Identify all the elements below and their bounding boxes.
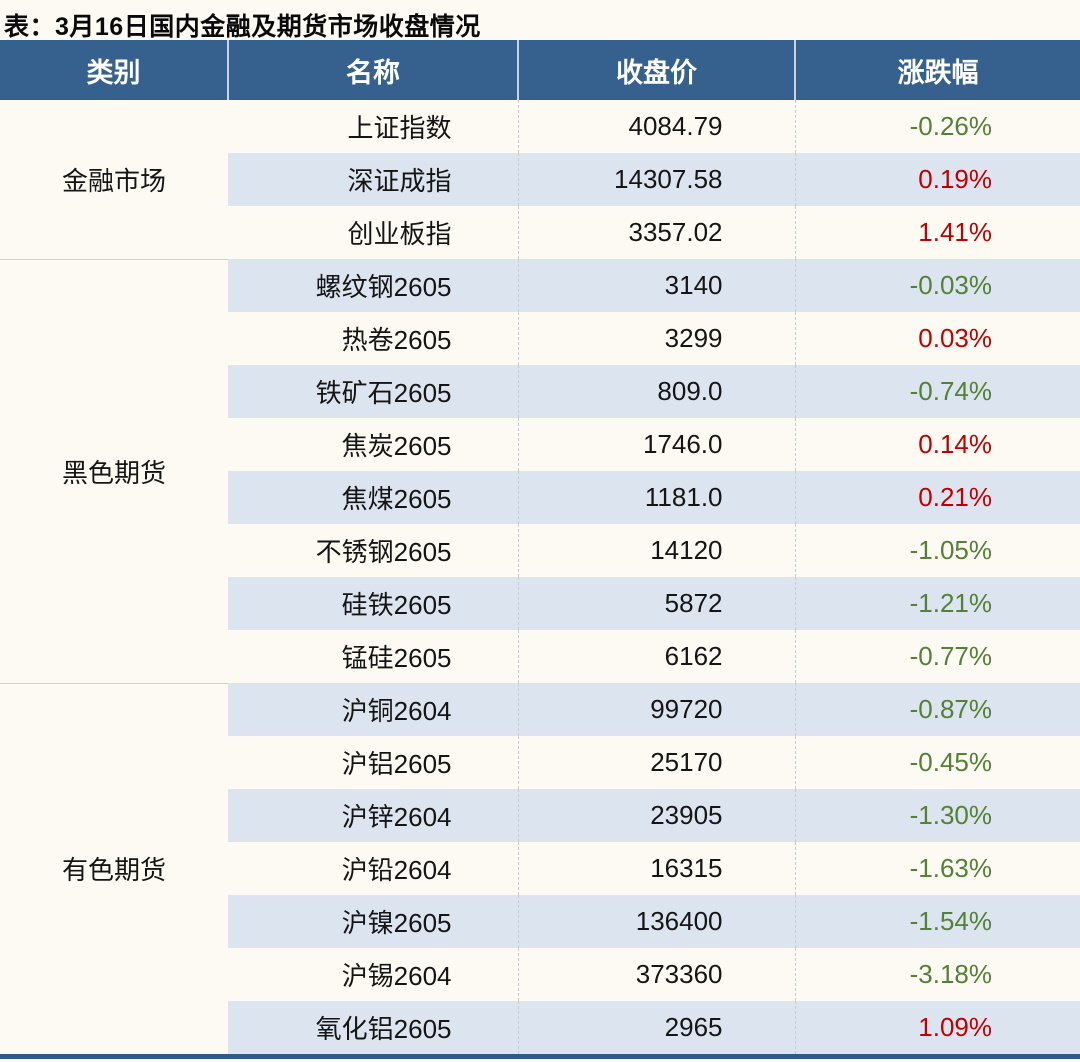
name-cell: 焦煤2605 — [228, 471, 518, 524]
table-body: 金融市场 上证指数 4084.79 -0.26% 深证成指 14307.58 0.19% 创业… — [0, 100, 1080, 1054]
name-cell: 创业板指 — [347, 219, 452, 249]
table-row: 有色期货 沪铜2604 99720 -0.87% — [0, 682, 1080, 1054]
change-cell: -1.05% — [794, 524, 1080, 577]
table-row: 硅铁2605 5872 -1.21% — [0, 577, 1080, 630]
change-cell: -1.30% — [794, 789, 1080, 842]
change-cell: -0.87% — [794, 683, 1080, 736]
name-cell: 沪锌2604 — [228, 789, 518, 842]
close-cell: 1181.0 — [517, 471, 795, 524]
table-row: 铁矿石2605 809.0 -0.74% — [0, 365, 1080, 418]
name-cell: 深证成指 — [228, 153, 518, 206]
name-cell: 沪铅2604 — [341, 855, 452, 885]
change-cell: 1.09% — [794, 1001, 1080, 1054]
close-cell: 14307.58 — [517, 153, 795, 206]
col-header-close: 收盘价 — [517, 40, 795, 100]
change-cell: -0.77% — [794, 630, 1080, 683]
table-row: 金融市场 上证指数 4084.79 -0.26% — [0, 100, 1080, 259]
table-row: 沪锡2604 373360 -3.18% — [0, 948, 1080, 1001]
name-cell: 铁矿石2605 — [228, 365, 518, 418]
table-row: 不锈钢2605 14120 -1.05% — [0, 524, 1080, 577]
bottom-accent-bar — [0, 1054, 1080, 1059]
change-cell: -1.63% — [794, 842, 1080, 895]
change-cell: -0.74% — [794, 365, 1080, 418]
table-row: 沪铅2604 16315 -1.63% — [0, 842, 1080, 895]
close-cell: 136400 — [517, 895, 795, 948]
change-cell: 1.41% — [794, 206, 1080, 259]
change-cell: -1.21% — [794, 577, 1080, 630]
name-cell: 上证指数 — [347, 113, 452, 143]
change-cell: 0.21% — [794, 471, 1080, 524]
close-cell: 373360 — [517, 948, 795, 1001]
page-title: 表：3月16日国内金融及期货市场收盘情况 — [4, 13, 481, 41]
close-cell: 6162 — [517, 630, 795, 683]
category-cell: 有色期货 — [0, 682, 228, 1054]
name-cell: 硅铁2605 — [228, 577, 518, 630]
header-row: 类别 名称 收盘价 涨跌幅 — [0, 40, 1080, 100]
table-row: 沪锌2604 23905 -1.30% — [0, 789, 1080, 842]
change-cell: 0.03% — [794, 312, 1080, 365]
change-cell: -0.45% — [794, 736, 1080, 789]
name-cell: 沪镍2605 — [228, 895, 518, 948]
table-row: 沪铝2605 25170 -0.45% — [0, 736, 1080, 789]
change-cell: 0.19% — [794, 153, 1080, 206]
category-cell: 金融市场 — [0, 100, 228, 259]
table-row: 氧化铝2605 2965 1.09% — [0, 1001, 1080, 1054]
name-cell: 螺纹钢2605 — [228, 259, 518, 312]
close-cell: 23905 — [517, 789, 795, 842]
name-cell: 不锈钢2605 — [315, 537, 452, 567]
name-cell: 沪铜2604 — [228, 683, 518, 736]
change-cell: 0.14% — [794, 418, 1080, 471]
table-row: 沪镍2605 136400 -1.54% — [0, 895, 1080, 948]
table-row: 锰硅2605 6162 -0.77% — [0, 630, 1080, 683]
close-cell: 3140 — [517, 259, 795, 312]
close-cell: 3357.02 — [517, 206, 795, 259]
table-row: 焦炭2605 1746.0 0.14% — [0, 418, 1080, 471]
col-header-change: 涨跌幅 — [794, 40, 1080, 100]
change-cell: -0.26% — [794, 100, 1080, 153]
change-cell: -1.54% — [794, 895, 1080, 948]
change-cell: -0.03% — [794, 259, 1080, 312]
table-row: 黑色期货 螺纹钢2605 3140 -0.03% — [0, 258, 1080, 683]
table-row: 创业板指 3357.02 1.41% — [0, 206, 1080, 259]
close-cell: 4084.79 — [517, 100, 795, 153]
name-cell: 锰硅2605 — [341, 643, 452, 673]
name-cell: 沪锡2604 — [341, 961, 452, 991]
close-cell: 16315 — [517, 842, 795, 895]
close-cell: 5872 — [517, 577, 795, 630]
name-cell: 焦炭2605 — [341, 431, 452, 461]
table-row: 热卷2605 3299 0.03% — [0, 312, 1080, 365]
change-cell: -3.18% — [794, 948, 1080, 1001]
category-cell: 黑色期货 — [0, 258, 228, 683]
close-cell: 14120 — [517, 524, 795, 577]
col-header-category: 类别 — [0, 40, 228, 100]
close-cell: 25170 — [517, 736, 795, 789]
table-row: 深证成指 14307.58 0.19% — [0, 153, 1080, 206]
name-cell: 热卷2605 — [341, 325, 452, 355]
col-header-name: 名称 — [227, 40, 518, 100]
table-row: 焦煤2605 1181.0 0.21% — [0, 471, 1080, 524]
close-cell: 3299 — [517, 312, 795, 365]
close-cell: 809.0 — [517, 365, 795, 418]
name-cell: 沪铝2605 — [341, 749, 452, 779]
market-close-table: 类别 名称 收盘价 涨跌幅 金融市场 上证指数 4084.79 -0.26% 深证成指 1… — [0, 40, 1080, 1054]
name-cell: 氧化铝2605 — [228, 1001, 518, 1054]
close-cell: 2965 — [517, 1001, 795, 1054]
close-cell: 99720 — [517, 683, 795, 736]
close-cell: 1746.0 — [517, 418, 795, 471]
